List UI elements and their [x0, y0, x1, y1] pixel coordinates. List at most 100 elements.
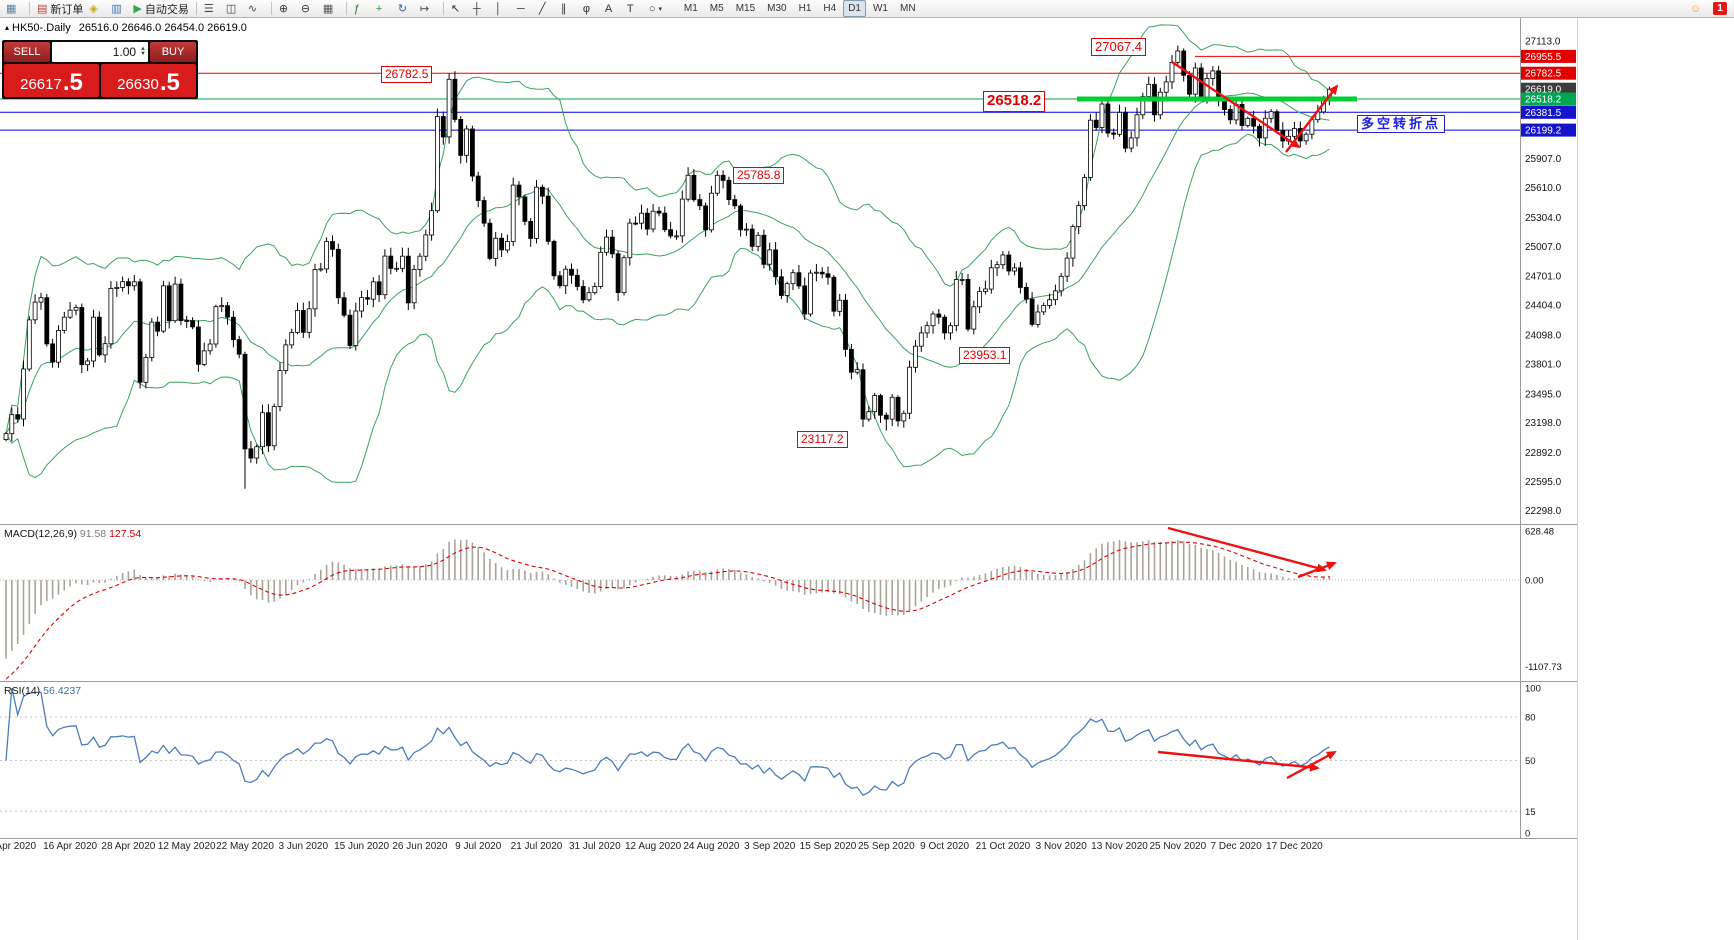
chart-shift-icon[interactable]: ↦	[417, 1, 439, 17]
svg-text:24701.0: 24701.0	[1525, 272, 1562, 283]
new-order-glyph: ▤	[37, 2, 48, 15]
timeframe-m15-button[interactable]: M15	[735, 3, 756, 14]
chart-symbol-period: HK50-.Daily	[12, 22, 71, 34]
date-label: 25 Sep 2020	[858, 841, 915, 852]
svg-text:100: 100	[1525, 684, 1541, 695]
timeframe-d1-button[interactable]: D1	[843, 0, 866, 17]
price-tag-26381.5	[1521, 105, 1576, 119]
timeframe-h4-button[interactable]: H4	[823, 3, 837, 14]
timeframe-m30-button[interactable]: M30	[767, 3, 787, 14]
date-label: 15 Jun 2020	[334, 841, 389, 852]
favorites-icon[interactable]: ◈	[86, 1, 108, 17]
date-label: 28 Apr 2020	[101, 841, 155, 852]
price-label-23117[interactable]: 23117.2	[797, 431, 848, 448]
one-click-trading-panel: SELL 1.00 ▲ ▼ BUY 26617.5 26630.5	[2, 40, 198, 99]
buy-price[interactable]: 26630.5	[101, 64, 196, 97]
rsi-up-arrow[interactable]	[1286, 750, 1337, 780]
add-indicator-icon[interactable]: +	[373, 1, 395, 17]
vertical-line-icon[interactable]: │	[492, 1, 514, 17]
channel-icon[interactable]: ∥	[558, 1, 580, 17]
price-label-23953[interactable]: 23953.1	[959, 347, 1011, 364]
volume-field[interactable]: 1.00 ▲ ▼	[52, 42, 148, 62]
volume-spinner: ▲ ▼	[140, 46, 146, 57]
line-chart-icon[interactable]: ∿	[245, 1, 267, 17]
dropdown-caret-icon: ▾	[658, 5, 663, 13]
panel-frames	[0, 18, 1578, 940]
price-label-25785[interactable]: 25785.8	[733, 167, 785, 184]
ohlc-bars-icon[interactable]: ☰	[201, 1, 223, 17]
volume-down-icon[interactable]: ▼	[140, 51, 146, 57]
sell-button[interactable]: SELL	[4, 42, 50, 62]
rsi-panel: 100 80 50 15 0	[0, 684, 1541, 840]
new-order-button[interactable]: ▤ 新订单	[34, 1, 86, 17]
timeframe-m1-button[interactable]: M1	[683, 3, 698, 14]
chart-window-icon-glyph: ▦	[6, 2, 17, 15]
horizontal-line-icon-glyph: ─	[516, 2, 525, 15]
date-label: 25 Nov 2020	[1149, 841, 1206, 852]
rsi-line	[5, 687, 1330, 797]
timeframe-w1-button[interactable]: W1	[872, 3, 888, 14]
zoom-out-icon[interactable]: ⊖	[298, 1, 320, 17]
timeframe-m5-button[interactable]: M5	[709, 3, 724, 14]
svg-text:26518.2: 26518.2	[1525, 95, 1562, 106]
text-icon-glyph: A	[604, 2, 613, 15]
sell-price[interactable]: 26617.5	[4, 64, 99, 97]
timeframe-mn-button[interactable]: MN	[899, 3, 916, 14]
svg-text:26199.2: 26199.2	[1525, 126, 1562, 137]
svg-text:26955.5: 26955.5	[1525, 52, 1562, 63]
text-icon[interactable]: A	[602, 1, 624, 17]
price-label-26518[interactable]: 26518.2	[983, 91, 1046, 112]
turning-point-note[interactable]: 多空转折点	[1357, 115, 1446, 134]
macd-down-arrow[interactable]	[1167, 526, 1327, 573]
sell-price-int: 26617	[20, 76, 62, 93]
horizontal-line-icon[interactable]: ─	[514, 1, 536, 17]
fibonacci-icon[interactable]: φ	[580, 1, 602, 17]
date-label: 7 Dec 2020	[1211, 841, 1263, 852]
indicators-icon[interactable]: ƒ	[351, 1, 373, 17]
price-tag-26619.0	[1521, 82, 1576, 96]
svg-text:23198.0: 23198.0	[1525, 418, 1562, 429]
svg-text:0.00: 0.00	[1525, 576, 1544, 587]
new-order-button-label: 新订单	[50, 3, 84, 16]
zoom-in-icon[interactable]: ⊕	[276, 1, 298, 17]
chart-window-icon[interactable]: ▦	[3, 1, 25, 17]
trendline-icon[interactable]: ╱	[536, 1, 558, 17]
main-down-arrow[interactable]	[1171, 61, 1301, 149]
buy-price-frac: .5	[159, 69, 180, 96]
chart-expand-icon[interactable]: ▴	[5, 23, 10, 32]
macd-up-arrow[interactable]	[1297, 561, 1337, 579]
tile-windows-icon[interactable]: ▦	[320, 1, 342, 17]
price-label-27067[interactable]: 27067.4	[1091, 38, 1146, 57]
svg-text:27113.0: 27113.0	[1525, 37, 1561, 48]
price-label-26782[interactable]: 26782.5	[381, 66, 433, 83]
auto-trading-glyph: ▶	[133, 2, 142, 15]
auto-trading-button[interactable]: ▶ 自动交易	[130, 1, 191, 17]
main-up-arrow[interactable]	[1285, 84, 1339, 153]
shapes-icon[interactable]: ○ ▾	[646, 1, 668, 17]
date-label: 16 Apr 2020	[43, 841, 97, 852]
sell-price-frac: .5	[62, 69, 83, 96]
svg-text:23495.0: 23495.0	[1525, 389, 1562, 400]
smiley-icon: ☺	[1690, 2, 1702, 15]
cycle-chart-icon[interactable]: ↻	[395, 1, 417, 17]
rsi-down-arrow[interactable]	[1157, 750, 1320, 772]
date-label: 17 Dec 2020	[1266, 841, 1323, 852]
market-watch-icon[interactable]: ▥	[108, 1, 130, 17]
price-axis: 27113.0 25907.0 25610.0 25304.0 25007.0 24701…	[1521, 37, 1576, 517]
notification-badge[interactable]: 1	[1713, 2, 1727, 15]
svg-text:22298.0: 22298.0	[1525, 506, 1562, 517]
candlestick-icon[interactable]: ◫	[223, 1, 245, 17]
buy-button[interactable]: BUY	[150, 42, 196, 62]
ohlc-bars-icon-glyph: ☰	[203, 2, 214, 15]
timeframe-h1-button[interactable]: H1	[798, 3, 812, 14]
label-icon[interactable]: T	[624, 1, 646, 17]
cursor-icon[interactable]: ↖	[448, 1, 470, 17]
crosshair-icon[interactable]: ┼	[470, 1, 492, 17]
smiley-icon[interactable]: ☺	[1687, 1, 1709, 17]
date-label: 2 Apr 2020	[0, 841, 36, 852]
volume-up-icon[interactable]: ▲	[140, 46, 146, 52]
date-label: 3 Jun 2020	[279, 841, 329, 852]
rsi-value: 56.4237	[43, 685, 82, 697]
